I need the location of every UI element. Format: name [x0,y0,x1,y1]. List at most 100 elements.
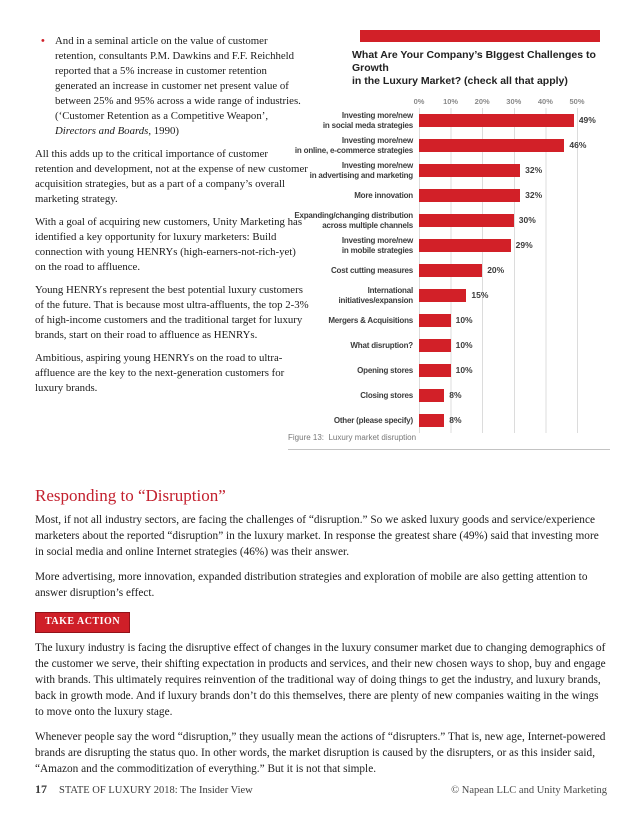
bullet-icon: • [41,35,45,47]
section-heading: Responding to “Disruption” [35,486,226,505]
bar-row: Investing more/new in social meda strateg… [307,108,610,133]
bar-category-label-line: Opening stores [357,365,413,375]
bar-category-label-line: in mobile strategies [341,245,413,255]
bar-row: More innovation 32% [307,183,610,208]
bar [419,114,574,127]
bar-category-label-line: initiatives/expansion [338,295,414,305]
bar [419,414,445,427]
bullet-text-post: , 1990) [148,125,179,137]
bar-row: Opening stores 10% [307,358,610,383]
bar-value-label: 49% [578,115,596,125]
bar-value-label: 30% [518,215,536,225]
bar [419,239,511,252]
challenges-bar-chart: What Are Your Company’s BIggest Challeng… [294,30,610,433]
bar [419,264,483,277]
bullet-text-italic: Directors and Boards [55,125,149,137]
bar-zone: 46% [419,139,610,152]
bar-category-label: Investing more/new in social meda strateg… [307,111,419,130]
bar-row: Expanding/changing distribution across mu… [294,208,610,233]
bar [419,339,451,352]
bar-zone: 32% [419,189,610,202]
bar-category-label-line: Investing more/new [341,236,413,245]
left-text-column: • And in a seminal article on the value … [35,34,309,404]
bar-row: Cost cutting measures 20% [307,258,610,283]
page-footer: 17 STATE OF LUXURY 2018: The Insider Vie… [35,782,607,797]
bar-value-label: 8% [449,415,462,425]
bar-row: Investing more/new in mobile strategies 29… [307,233,610,258]
bar-row: International initiatives/expansion 15% [307,283,610,308]
x-tick-label: 10% [443,97,459,106]
bar-zone: 30% [419,214,610,227]
body-paragraph: All this adds up to the critical importa… [35,148,308,205]
section-paragraph: The luxury industry is facing the disrup… [35,642,606,718]
chart-plot-area: Investing more/new in social meda strateg… [294,108,610,433]
bar [419,164,521,177]
x-tick-label: 40% [537,97,553,106]
bar [419,189,521,202]
bar-category-label: Investing more/new in advertising and mar… [307,161,419,180]
bar-category-label-line: Investing more/new [341,136,413,145]
footer-report-title: STATE OF LUXURY 2018: The Insider View [59,785,253,796]
bar-category-label-line: Mergers & Acquisitions [328,315,413,325]
body-paragraph: With a goal of acquiring new customers, … [35,216,303,273]
bar-category-label: Cost cutting measures [307,266,419,276]
bar-value-label: 10% [455,340,473,350]
bar-chart-rows: Investing more/new in social meda strateg… [294,108,610,433]
bar-zone: 32% [419,164,610,177]
section-paragraph: Most, if not all industry sectors, are f… [35,514,599,558]
body-paragraph: Young HENRYs represent the best potentia… [35,284,309,341]
bar-row: Other (please specify) 8% [307,408,610,433]
bar-zone: 20% [419,264,610,277]
bar-row: Closing stores 8% [307,383,610,408]
bar [419,314,451,327]
bar-category-label-line: in advertising and marketing [309,170,414,180]
bar-category-label: Investing more/new in mobile strategies [307,236,419,255]
bar-zone: 8% [419,389,610,402]
bar-category-label-line: Other (please specify) [333,415,413,425]
responding-section: Responding to “Disruption” Most, if not … [35,486,607,786]
bar-category-label-line: Cost cutting measures [330,265,413,275]
bar [419,389,445,402]
bullet-paragraph: • And in a seminal article on the value … [41,34,309,139]
bar-value-label: 20% [487,265,505,275]
bar-zone: 8% [419,414,610,427]
bar-category-label: Mergers & Acquisitions [307,316,419,326]
x-tick-label: 20% [474,97,490,106]
bar-category-label: International initiatives/expansion [307,286,419,305]
body-paragraph: Ambitious, aspiring young HENRYs on the … [35,352,285,394]
take-action-badge: TAKE ACTION [35,612,131,633]
bar-zone: 15% [419,289,610,302]
bar-zone: 10% [419,314,610,327]
bar-value-label: 46% [569,140,587,150]
figure-caption: Figure 13: Luxury market disruption [288,433,610,450]
bar-category-label: Expanding/changing distribution across mu… [294,211,419,230]
bar-category-label: Investing more/new in online, e-commerce … [295,136,419,155]
bar-category-label-line: International [367,286,414,295]
page-number: 17 [35,782,47,796]
bar [419,289,467,302]
section-paragraph: Whenever people say the word “disruption… [35,731,606,775]
bar-row: Investing more/new in online, e-commerce … [295,133,610,158]
bar-category-label-line: Investing more/new [341,161,413,170]
section-paragraph: More advertising, more innovation, expan… [35,571,588,599]
bar-zone: 10% [419,364,610,377]
bar-category-label: Closing stores [307,391,419,401]
x-tick-label: 0% [413,97,425,106]
bar [419,364,451,377]
bar [419,139,565,152]
bullet-text: And in a seminal article on the value of… [55,35,301,122]
bar-value-label: 29% [515,240,533,250]
bar-value-label: 32% [525,190,543,200]
bar-value-label: 8% [449,390,462,400]
bar-row: What disruption? 10% [307,333,610,358]
x-tick-label: 30% [506,97,522,106]
bar-category-label: Opening stores [307,366,419,376]
chart-header-red-bar [360,30,600,42]
footer-copyright: © Napean LLC and Unity Marketing [451,785,607,796]
x-axis-ticks: 0% 10% 20% 30% 40% 50% [307,95,610,108]
bar-zone: 49% [419,114,610,127]
bar-row: Investing more/new in advertising and mar… [307,158,610,183]
bar-value-label: 32% [525,165,543,175]
bar [419,214,514,227]
bar-zone: 10% [419,339,610,352]
